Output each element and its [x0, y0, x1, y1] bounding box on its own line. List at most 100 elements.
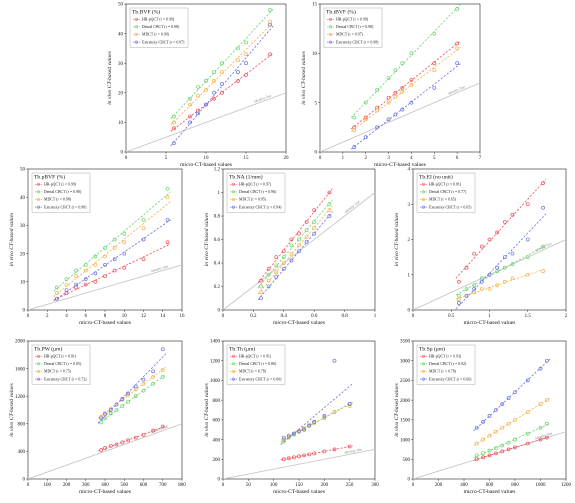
data-point	[103, 246, 107, 250]
data-point	[93, 262, 98, 267]
data-point	[472, 251, 477, 256]
data-point	[472, 290, 477, 295]
data-point	[544, 358, 549, 363]
x-tick-label: 1000	[536, 483, 547, 488]
data-point	[172, 120, 176, 125]
data-point	[347, 444, 352, 449]
trend-line	[170, 8, 274, 120]
data-point	[455, 41, 460, 46]
x-tick-label: 800	[178, 483, 186, 488]
trend-line	[280, 401, 353, 443]
y-tick-label: 500	[403, 458, 411, 463]
data-point	[126, 391, 131, 396]
data-point	[538, 366, 543, 371]
data-point	[281, 261, 286, 265]
data-point	[513, 445, 517, 450]
data-point	[525, 410, 530, 414]
legend: Tb.tBVF (%) HR-pQCT (r = 0.99) Dental CBCT…	[323, 7, 383, 48]
data-point	[188, 102, 192, 107]
y-tick-label: 400	[18, 450, 26, 455]
data-point	[500, 425, 505, 430]
data-point	[292, 431, 296, 436]
identity-line-label: identity line	[535, 431, 554, 440]
legend-entry: Extremity CBCT (r = 0.65)	[429, 205, 472, 209]
data-point	[99, 448, 104, 452]
data-point	[236, 70, 240, 74]
legend-entry: HR-pQCT (r = 0.93)	[429, 355, 462, 359]
data-point	[141, 388, 146, 393]
x-tick-label: 600	[140, 483, 148, 488]
data-point	[544, 421, 549, 426]
y-tick-label: 20	[118, 92, 124, 97]
data-point	[474, 457, 479, 462]
legend: Tb.EI (no unit) HR-pQCT (r = 0.81) Dental …	[416, 172, 476, 213]
legend-entry: MDCT (r = 0.78)	[239, 370, 267, 374]
data-point	[297, 454, 301, 459]
y-tick-label: 10	[118, 121, 124, 126]
legend: Tb.Sp (μm) HR-pQCT (r = 0.93) Dental CBCT …	[416, 344, 476, 385]
legend-entry: HR-pQCT (r = 0.91)	[239, 355, 272, 359]
data-point	[312, 225, 317, 230]
legend-marker	[232, 370, 235, 373]
data-point	[502, 279, 507, 284]
x-tick-label: 0.6	[311, 314, 318, 319]
x-tick-label: 250	[346, 483, 354, 488]
data-point	[126, 399, 131, 404]
trend-line	[350, 47, 461, 132]
data-point	[502, 265, 507, 270]
data-point	[281, 439, 286, 444]
legend-box	[416, 172, 476, 213]
legend-marker	[232, 205, 235, 209]
y-tick-label: 600	[213, 419, 221, 424]
identity-line-label: identity line	[254, 94, 273, 104]
data-point	[400, 107, 405, 112]
y-tick-label: 10	[312, 52, 318, 57]
data-point	[286, 456, 291, 461]
data-point	[160, 347, 165, 352]
data-point	[297, 237, 301, 242]
data-point	[302, 425, 306, 430]
legend-marker	[232, 362, 235, 366]
data-point	[151, 428, 156, 433]
data-point	[409, 51, 414, 56]
data-point	[432, 61, 437, 66]
data-point	[525, 431, 530, 436]
legend-marker	[232, 198, 235, 201]
data-point	[525, 272, 530, 277]
trend-line	[280, 383, 353, 445]
y-tick-label: 2500	[400, 379, 411, 384]
x-tick-label: 0	[222, 314, 225, 319]
data-point	[541, 205, 545, 210]
x-tick-label: 6	[85, 314, 88, 319]
x-tick-label: 0.5	[448, 314, 455, 319]
trend-line	[280, 402, 353, 441]
data-point	[432, 68, 437, 73]
data-point	[393, 94, 398, 99]
data-point	[409, 100, 414, 105]
data-point	[292, 455, 296, 460]
data-point	[64, 288, 69, 293]
data-point	[268, 22, 272, 27]
data-point	[487, 433, 492, 438]
data-point	[289, 237, 294, 242]
y-tick-label: 0	[315, 151, 318, 156]
trend-line	[455, 213, 547, 310]
y-tick-label: 2000	[15, 340, 26, 345]
data-point	[212, 70, 216, 74]
data-point	[493, 429, 498, 434]
x-tick-label: 400	[460, 483, 468, 488]
data-point	[141, 377, 146, 382]
data-point	[506, 440, 511, 445]
data-point	[297, 429, 301, 434]
data-point	[141, 257, 146, 262]
data-point	[409, 83, 414, 87]
x-tick-label: 0.4	[281, 314, 288, 319]
data-point	[525, 237, 530, 242]
data-point	[510, 212, 515, 217]
data-point	[112, 237, 117, 242]
data-point	[464, 265, 469, 270]
y-tick-label: 1200	[15, 395, 26, 400]
identity-line	[320, 82, 480, 152]
y-tick-label: 1	[408, 273, 411, 278]
legend: Tb.BVF (%) HR-pQCT (r = 0.99) Dental CBCT …	[129, 7, 189, 48]
